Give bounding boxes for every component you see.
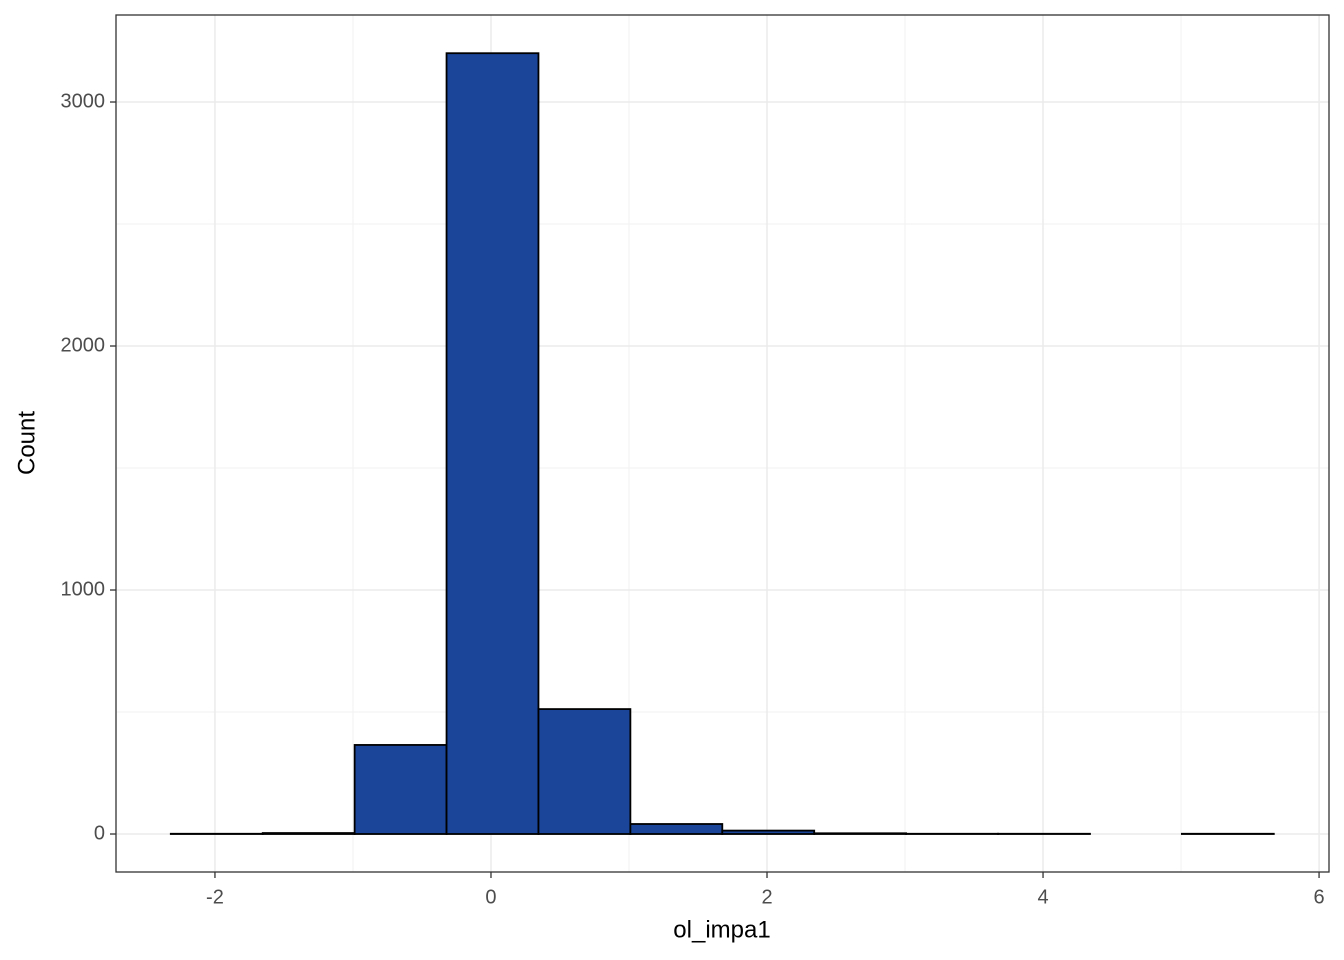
y-tick-label: 1000 bbox=[61, 578, 106, 600]
x-tick-label: 2 bbox=[761, 886, 772, 908]
bar bbox=[537, 708, 632, 835]
bars bbox=[169, 52, 1275, 835]
bar bbox=[445, 52, 540, 835]
x-tick-label: -2 bbox=[206, 886, 224, 908]
bar bbox=[353, 744, 448, 835]
panel-border bbox=[115, 14, 1330, 873]
y-tick-label: 3000 bbox=[61, 90, 106, 112]
x-axis-title: ol_impa1 bbox=[673, 916, 770, 943]
bar bbox=[629, 823, 724, 835]
y-tick-label: 0 bbox=[94, 822, 105, 844]
x-tick-label: 0 bbox=[485, 886, 496, 908]
x-tick-label: 4 bbox=[1037, 886, 1048, 908]
bar bbox=[813, 832, 908, 835]
bar bbox=[261, 832, 356, 835]
bar bbox=[721, 829, 816, 835]
y-tick-label: 2000 bbox=[61, 334, 106, 356]
y-axis-title: Count bbox=[13, 411, 40, 475]
x-tick-label: 6 bbox=[1314, 886, 1325, 908]
